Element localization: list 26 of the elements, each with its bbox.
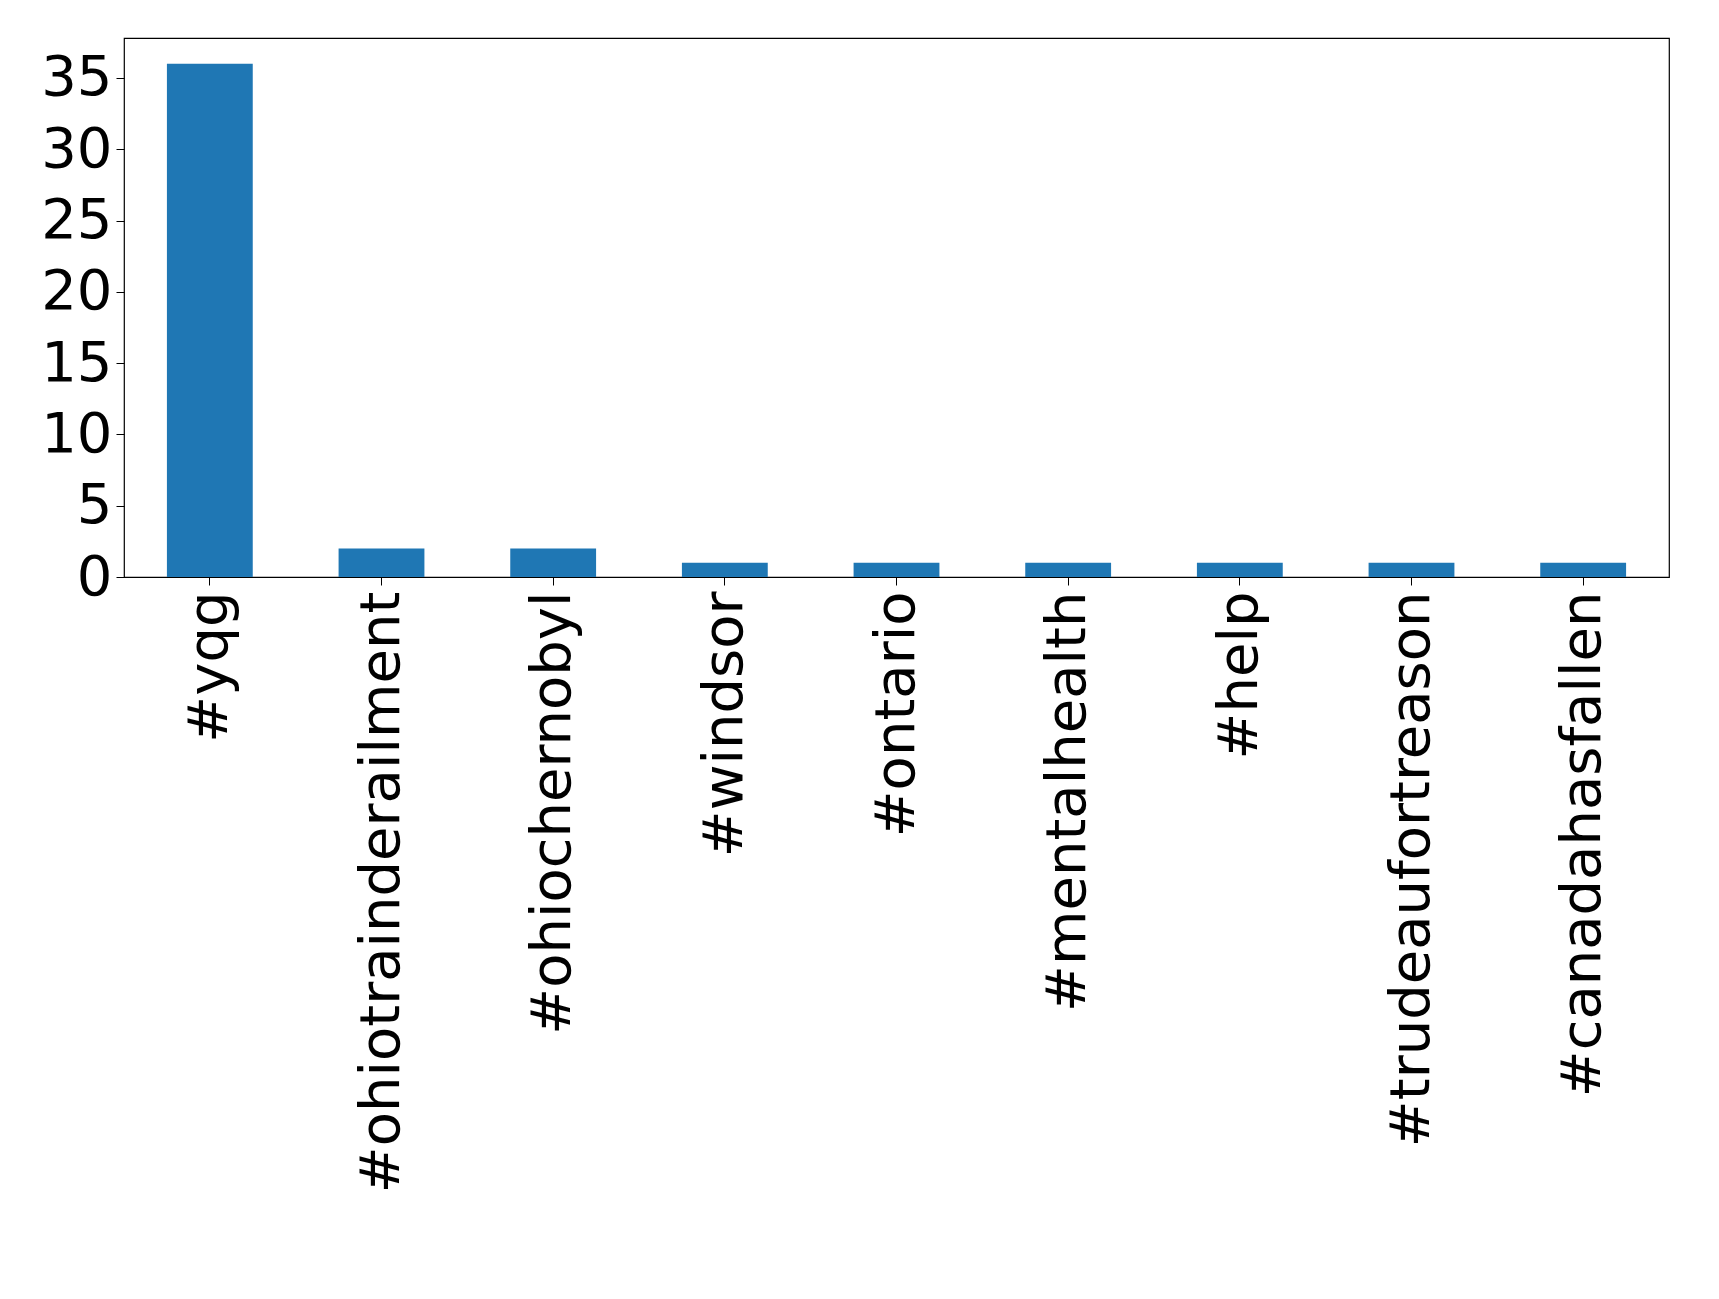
bar [1368, 562, 1455, 577]
y-tick-label: 20 [41, 257, 113, 323]
bar [510, 548, 597, 577]
x-tick-label: #yqg [174, 591, 240, 743]
x-tick-label: #trudeaufortreason [1376, 591, 1442, 1148]
bar [166, 63, 253, 577]
y-tick-label: 5 [76, 471, 113, 537]
bar [853, 562, 940, 577]
y-tick-label: 30 [41, 114, 113, 180]
x-tick-label: #ohiochernobyl [518, 591, 584, 1035]
x-tick-label: #canadahasfallen [1548, 591, 1614, 1098]
bar [338, 548, 425, 577]
bar [1025, 562, 1112, 577]
x-tick-label: #ohiotrainderailment [346, 591, 412, 1194]
y-tick-label: 0 [76, 542, 113, 608]
y-tick-label: 10 [41, 399, 113, 465]
y-tick-label: 25 [41, 186, 113, 252]
y-tick-label: 15 [41, 328, 113, 394]
y-tick-label: 35 [41, 43, 113, 109]
bar [681, 562, 768, 577]
bar [1196, 562, 1283, 577]
x-tick-label: #ontario [861, 591, 927, 838]
bar [1540, 562, 1627, 577]
x-tick-label: #windsor [689, 590, 755, 858]
x-tick-label: #mentalhealth [1033, 591, 1099, 1013]
x-tick-label: #help [1204, 591, 1270, 760]
